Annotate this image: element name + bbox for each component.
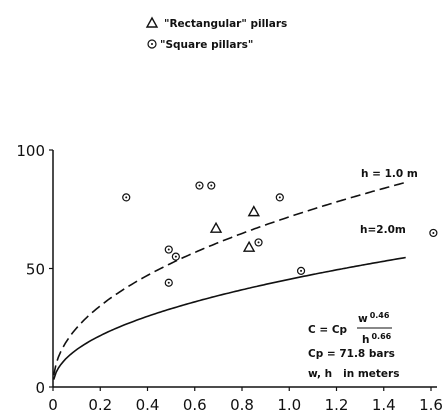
formula-denominator: h 0.66 [362, 332, 392, 346]
square-pillar-point-dot [278, 196, 281, 199]
formula-annotation: C = Cp w 0.46 h 0.66 Cp = 71.8 bars w, h i… [308, 311, 399, 380]
x-tick-label: 1.6 [419, 396, 443, 414]
formula-denominator-base: h [362, 334, 369, 346]
curve-label-h2: h=2.0m [360, 224, 406, 236]
square-pillar-point [254, 238, 263, 247]
formula-numerator: w 0.46 [358, 311, 390, 325]
legend-item-rectangular: "Rectangular" pillars [145, 16, 287, 30]
square-pillar-point-dot [198, 184, 201, 187]
x-tick-label: 1.0 [277, 396, 301, 414]
rectangular-pillar-point [247, 205, 261, 217]
square-pillar-point [171, 252, 180, 261]
legend-label-rectangular: "Rectangular" pillars [164, 18, 287, 30]
rectangular-pillar-point [242, 240, 256, 252]
y-tick-label: 0 [35, 379, 45, 397]
y-tick-label: 100 [16, 142, 45, 160]
x-ticks: 0 0.2 0.4 0.6 0.8 1.0 1.2 1.4 1.6 [48, 387, 443, 414]
square-pillar-point-dot [432, 231, 435, 234]
square-pillar-point [164, 245, 173, 254]
x-tick-label: 0.8 [230, 396, 254, 414]
data-points [122, 181, 438, 287]
curve-h2-solid [52, 256, 406, 380]
legend-circle-marker [147, 39, 157, 49]
legend: "Rectangular" pillars "Square pillars" [145, 16, 287, 51]
x-tick-label: 1.2 [325, 396, 349, 414]
formula-lhs: C = Cp [308, 324, 348, 336]
square-pillar-point [275, 193, 284, 202]
legend-circle-dot [151, 43, 153, 45]
x-tick-label: 0.6 [183, 396, 207, 414]
curve-label-h1: h = 1.0 m [361, 168, 418, 180]
y-tick-label: 50 [26, 261, 45, 279]
square-pillar-point-dot [300, 269, 303, 272]
legend-label-square: "Square pillars" [160, 39, 253, 51]
x-tick-label: 1.4 [372, 396, 396, 414]
square-pillar-point [207, 181, 216, 190]
square-pillar-point [296, 266, 306, 275]
square-pillar-point-dot [174, 255, 177, 258]
formula-numerator-base: w [358, 313, 368, 325]
y-ticks: 0 50 100 [16, 142, 53, 397]
square-pillar-point-dot [125, 196, 128, 199]
model-curves [52, 181, 406, 380]
x-tick-label: 0.2 [88, 396, 112, 414]
square-pillar-point-dot [257, 241, 260, 244]
units-label: w, h in meters [308, 368, 399, 380]
square-pillar-point-dot [167, 281, 170, 284]
square-pillar-point-dot [210, 184, 213, 187]
cp-value-label: Cp = 71.8 bars [308, 348, 395, 360]
legend-triangle-marker [145, 16, 159, 28]
formula-denominator-exponent: 0.66 [371, 332, 391, 341]
square-pillar-point [195, 181, 204, 190]
x-tick-label: 0 [48, 396, 58, 414]
square-pillar-point [164, 278, 173, 287]
square-pillar-point [429, 228, 438, 238]
legend-item-square: "Square pillars" [147, 39, 253, 51]
formula-numerator-exponent: 0.46 [370, 311, 390, 320]
curve-h1-dashed [52, 181, 406, 376]
rectangular-pillar-point [209, 221, 223, 233]
square-pillar-point [122, 193, 131, 202]
x-tick-label: 0.4 [136, 396, 160, 414]
square-pillar-point-dot [167, 248, 170, 251]
